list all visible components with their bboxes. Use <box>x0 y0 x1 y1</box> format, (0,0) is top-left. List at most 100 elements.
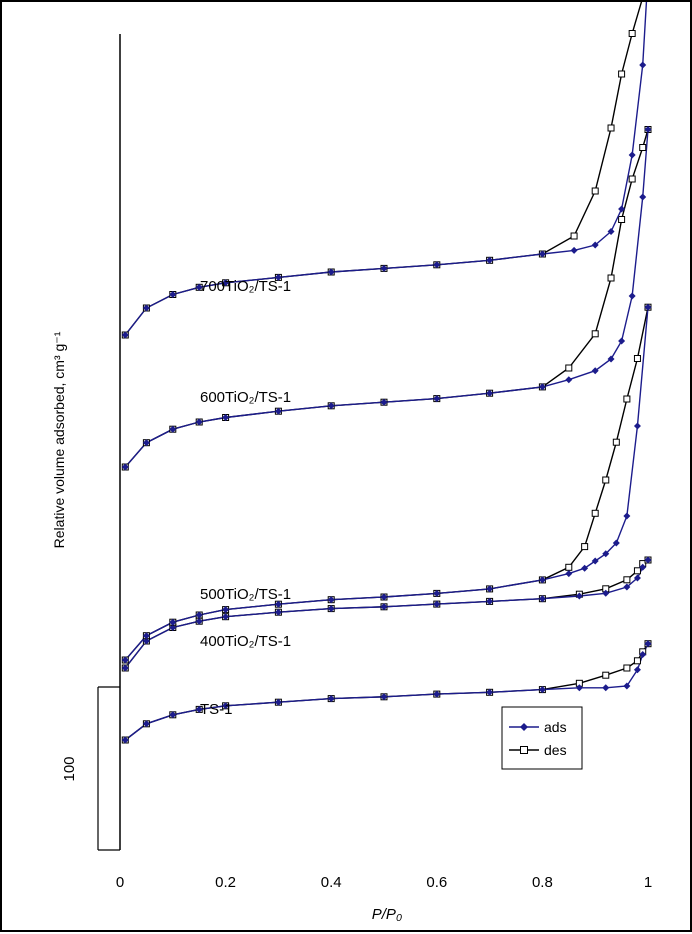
legend: ads des <box>501 706 583 770</box>
ads-point <box>327 695 335 703</box>
ads-point <box>644 126 652 133</box>
ads-point <box>581 564 589 572</box>
des-point <box>591 187 599 195</box>
series-label: 400TiO₂/TS-1 <box>200 633 291 650</box>
ads-point <box>222 702 230 710</box>
des-point <box>591 509 599 517</box>
series-label: 500TiO₂/TS-1 <box>200 586 291 603</box>
ads-point <box>142 720 150 728</box>
ads-point <box>380 593 388 601</box>
ads-point <box>195 705 203 713</box>
ads-point <box>327 268 335 276</box>
x-tick-label: 0.4 <box>321 874 342 891</box>
ads-point <box>169 624 177 631</box>
des-point <box>639 144 647 151</box>
ads-point <box>433 261 441 269</box>
ads-point <box>433 395 441 403</box>
ads-point <box>639 61 647 69</box>
des-point <box>602 476 610 484</box>
ads-point <box>628 292 636 300</box>
ads-point <box>195 283 203 291</box>
ads-point <box>623 512 631 520</box>
ads-point <box>486 597 494 605</box>
des-point <box>570 232 578 240</box>
des-point <box>591 330 599 338</box>
ads-point <box>486 389 494 397</box>
ads-point <box>274 600 282 608</box>
ads-point <box>538 250 546 258</box>
ads-point <box>142 632 150 640</box>
ads-point <box>538 595 546 603</box>
series-layer <box>121 2 652 744</box>
ads-point <box>486 585 494 593</box>
legend-ads-label: ads <box>544 719 567 735</box>
series-labels: TS-1 400TiO₂/TS-1 500TiO₂/TS-1 600TiO₂/TS-1… <box>200 278 291 718</box>
ads-point <box>591 557 599 565</box>
ads-point <box>433 690 441 698</box>
ads-point <box>628 151 636 159</box>
series-2 <box>121 303 652 664</box>
ads-point <box>591 241 599 249</box>
ads-point <box>222 414 230 421</box>
ads-point <box>380 603 388 611</box>
ads-point <box>633 422 641 430</box>
ads-point <box>121 656 129 664</box>
des-point <box>633 355 641 362</box>
des-point <box>628 30 636 37</box>
ads-point <box>644 640 652 648</box>
ads-point <box>570 246 578 254</box>
ads-point <box>607 355 615 363</box>
des-point <box>623 664 631 672</box>
ads-line <box>124 129 649 468</box>
des-point <box>633 657 641 665</box>
des-point <box>565 563 573 571</box>
ads-point <box>486 256 494 264</box>
ads-point <box>380 398 388 406</box>
ads-point <box>575 684 583 692</box>
ads-point <box>169 711 177 719</box>
series-3 <box>121 126 652 471</box>
series-4 <box>121 2 648 339</box>
ads-point <box>327 402 335 410</box>
ads-point <box>121 736 129 744</box>
y-axis-label: Relative volume adsorbed, cm³ g⁻¹ <box>51 331 67 548</box>
des-point <box>565 364 573 372</box>
ads-point <box>644 303 652 311</box>
ads-point <box>169 291 177 298</box>
ads-point <box>618 337 626 345</box>
ads-point <box>538 383 546 391</box>
ads-point <box>274 698 282 706</box>
ads-point <box>565 376 573 384</box>
series-1 <box>121 556 652 672</box>
des-point <box>607 274 615 282</box>
ads-point <box>380 693 388 701</box>
ads-point <box>274 273 282 281</box>
ads-point <box>538 686 546 694</box>
x-tick-label: 1 <box>644 874 652 891</box>
ads-point <box>607 228 615 235</box>
ads-point <box>142 637 150 645</box>
ads-point <box>121 463 129 471</box>
des-point <box>628 175 636 183</box>
ads-point <box>633 574 641 582</box>
ads-point <box>612 539 620 547</box>
ads-point <box>433 600 441 608</box>
ads-point <box>602 589 610 597</box>
ads-point <box>327 596 335 604</box>
des-point <box>607 124 615 132</box>
x-tick-label: 0 <box>116 874 124 891</box>
ads-point <box>195 418 203 426</box>
series-0 <box>121 640 652 744</box>
ads-point <box>195 611 203 619</box>
des-point <box>633 567 641 575</box>
ads-point <box>644 556 652 564</box>
ads-point <box>274 608 282 616</box>
ads-point <box>602 684 610 692</box>
ads-point <box>623 682 631 690</box>
ads-point <box>169 425 177 433</box>
ads-point <box>142 304 150 312</box>
ads-point <box>602 550 610 558</box>
des-point <box>623 576 631 584</box>
